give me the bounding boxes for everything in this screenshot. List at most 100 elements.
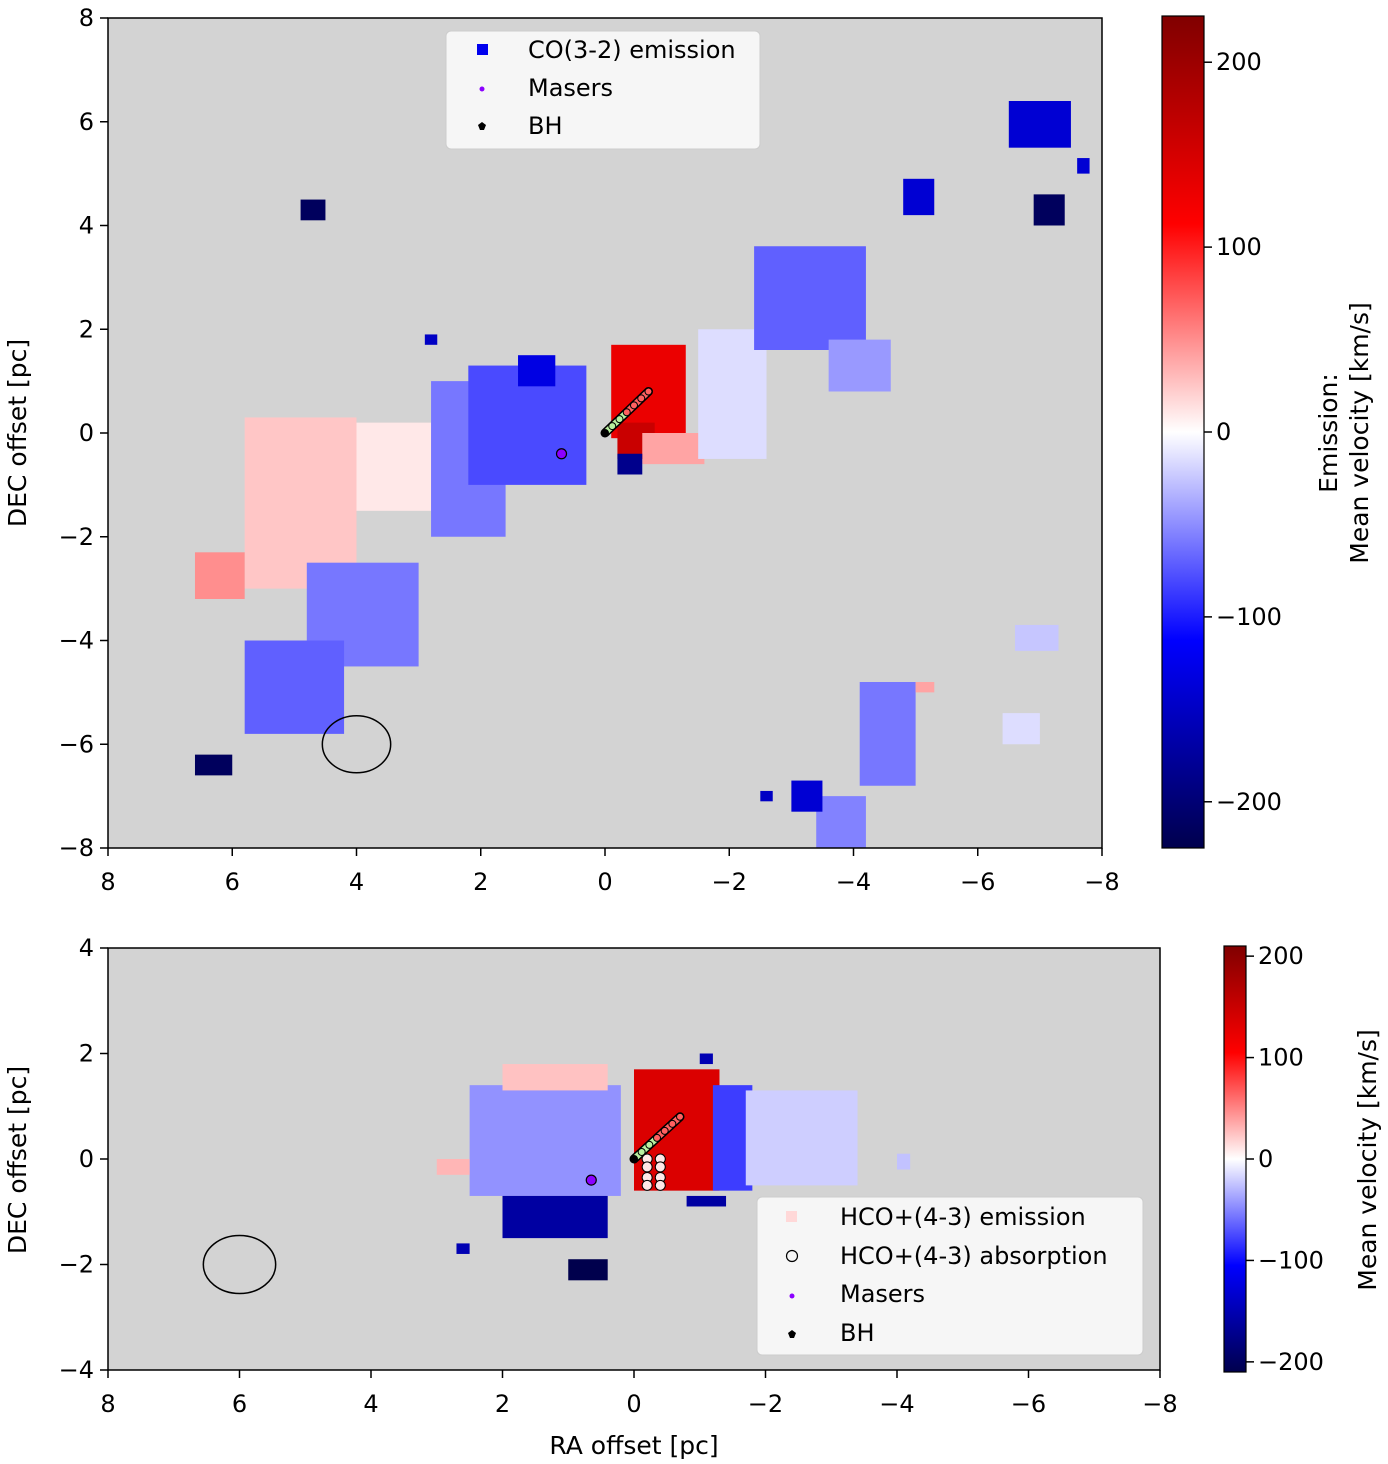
legend-hco-absorption-marker: [785, 1249, 799, 1263]
top-cbar-tick-label-3: −100: [1216, 603, 1282, 631]
bottom-cbar-tick-label-3: −100: [1258, 1246, 1324, 1274]
top-x-tick-label-8: −8: [1084, 868, 1119, 896]
top-y-axis-label: DEC offset [pc]: [3, 339, 32, 527]
top-region-14: [859, 682, 916, 786]
top-x-tick-label-6: −4: [836, 868, 871, 896]
bottom-maser-point-5: [668, 1119, 677, 1128]
legend-co-label: CO(3-2) emission: [528, 36, 736, 64]
top-region-13: [828, 339, 891, 392]
top-region-5: [518, 355, 556, 387]
bottom-region-0: [469, 1085, 621, 1196]
top-x-tick-label-7: −6: [960, 868, 995, 896]
bottom-maser-point-2: [645, 1140, 654, 1149]
legend-hco-absorption-label: HCO+(4-3) absorption: [840, 1242, 1108, 1270]
top-region-17: [1002, 713, 1040, 745]
bottom-maser-track-red: [654, 1113, 684, 1141]
top-colorbar-label-line2: Mean velocity [km/s]: [1345, 302, 1374, 564]
bottom-y-axis-label: DEC offset [pc]: [3, 1066, 32, 1254]
legend-masers-label: Masers: [528, 74, 613, 102]
top-maser-point-6: [644, 387, 653, 396]
bottom-bh-origin-marker: [630, 1155, 638, 1163]
top-region-2: [356, 422, 432, 511]
top-colorbar-ticks: 200 100 0 −100 −200: [1204, 48, 1282, 816]
top-cbar-tick-label-0: 200: [1216, 48, 1262, 76]
top-maser-point-3: [622, 408, 631, 417]
legend-bh-marker-bottom: [788, 1330, 796, 1338]
bottom-cbar-tick-label-1: 100: [1258, 1044, 1304, 1072]
top-y-tick-label-8: 8: [79, 4, 94, 32]
top-maser-point-1: [608, 422, 617, 431]
top-region-7: [244, 640, 345, 734]
top-maser-extra-marker: [555, 448, 568, 460]
bottom-region-8: [745, 1090, 858, 1186]
top-cbar-tick-label-1: 100: [1216, 233, 1262, 261]
top-cbar-tick-label-2: 0: [1216, 418, 1231, 446]
top-region-19: [1008, 101, 1071, 148]
bottom-y-tick-label-0: −4: [59, 1356, 94, 1384]
bottom-maser-track: [585, 1112, 685, 1186]
legend-co-marker: [477, 44, 488, 55]
bottom-colorbar-gradient: [1223, 945, 1247, 1373]
bottom-y-tick-label-2: 0: [79, 1145, 94, 1173]
bottom-region-3: [502, 1195, 608, 1239]
bottom-region-4: [568, 1259, 608, 1281]
top-y-tick-label-4: 0: [79, 419, 94, 447]
bottom-cbar-tick-label-0: 200: [1258, 942, 1304, 970]
top-region-12: [754, 246, 866, 350]
top-maser-track: [555, 387, 653, 460]
bottom-region-2: [502, 1064, 608, 1091]
top-y-tick-label-5: 2: [79, 315, 94, 343]
bottom-colorbar-label: Mean velocity [km/s]: [1353, 1029, 1382, 1291]
legend-bh-label-bottom: BH: [840, 1319, 875, 1347]
top-maser-point-2: [615, 415, 624, 424]
top-region-27: [760, 790, 773, 802]
top-maser-track-red: [623, 388, 652, 416]
legend-masers-marker-bottom: [789, 1293, 795, 1299]
top-cbar-tick-label-4: −200: [1216, 788, 1282, 816]
top-region-26: [617, 453, 643, 475]
bottom-x-tick-label-4: 0: [626, 1390, 641, 1418]
bottom-x-tick-label-3: 2: [495, 1390, 510, 1418]
top-region-10: [642, 433, 705, 465]
top-region-20: [903, 178, 935, 216]
top-colorbar-gradient: [1161, 15, 1205, 849]
top-region-22: [1033, 194, 1065, 226]
bottom-maser-point-3: [653, 1133, 662, 1142]
top-x-tick-label-5: −2: [712, 868, 747, 896]
top-maser-point-5: [637, 394, 646, 403]
top-panel: 8 6 4 2 0 −2 −4 −6 −8 −8 −6 −4 −2 0 2 4 6 8 DEC offset […: [3, 4, 1374, 896]
top-beam-ellipse: [321, 714, 392, 774]
bottom-colorbar: 200 100 0 −100 −200 Mean velocity [km/s]: [1223, 942, 1382, 1376]
bottom-maser-point-4: [660, 1126, 669, 1135]
legend-hco-emission-label: HCO+(4-3) emission: [840, 1203, 1086, 1231]
top-region-21: [1077, 158, 1090, 174]
top-bh-origin-marker: [601, 429, 609, 437]
top-x-tick-label-4: 0: [597, 868, 612, 896]
bottom-region-9: [686, 1195, 727, 1207]
bottom-x-axis-label: RA offset [pc]: [549, 1431, 718, 1460]
top-region-1: [194, 552, 245, 599]
bottom-y-axis: −4 −2 0 2 4: [59, 934, 108, 1384]
top-y-tick-label-0: −8: [59, 834, 94, 862]
legend-bh-marker: [478, 122, 486, 130]
top-y-tick-label-3: −2: [59, 523, 94, 551]
absorption-point-7: [654, 1179, 666, 1191]
top-y-axis: −8 −6 −4 −2 0 2 4 6 8: [59, 4, 108, 862]
top-region-16: [1015, 624, 1059, 651]
bottom-absorption-points: [641, 1153, 666, 1191]
top-legend: CO(3-2) emission Masers BH: [445, 30, 761, 150]
bottom-cbar-tick-label-4: −200: [1258, 1348, 1324, 1376]
top-colorbar-label-line1: Emission:: [1314, 373, 1343, 493]
bottom-x-tick-label-6: −4: [879, 1390, 914, 1418]
top-x-axis: 8 6 4 2 0 −2 −4 −6 −8: [100, 848, 1120, 896]
bottom-x-tick-label-8: −8: [1142, 1390, 1177, 1418]
top-region-25: [424, 334, 438, 345]
top-maser-track-green: [602, 409, 630, 436]
bottom-y-tick-label-3: 2: [79, 1040, 94, 1068]
bottom-legend: HCO+(4-3) emission HCO+(4-3) absorption …: [756, 1196, 1144, 1356]
top-x-tick-label-2: 4: [349, 868, 364, 896]
bottom-x-tick-label-7: −6: [1011, 1390, 1046, 1418]
legend-masers-label-bottom: Masers: [840, 1280, 925, 1308]
top-region-23: [300, 199, 326, 221]
